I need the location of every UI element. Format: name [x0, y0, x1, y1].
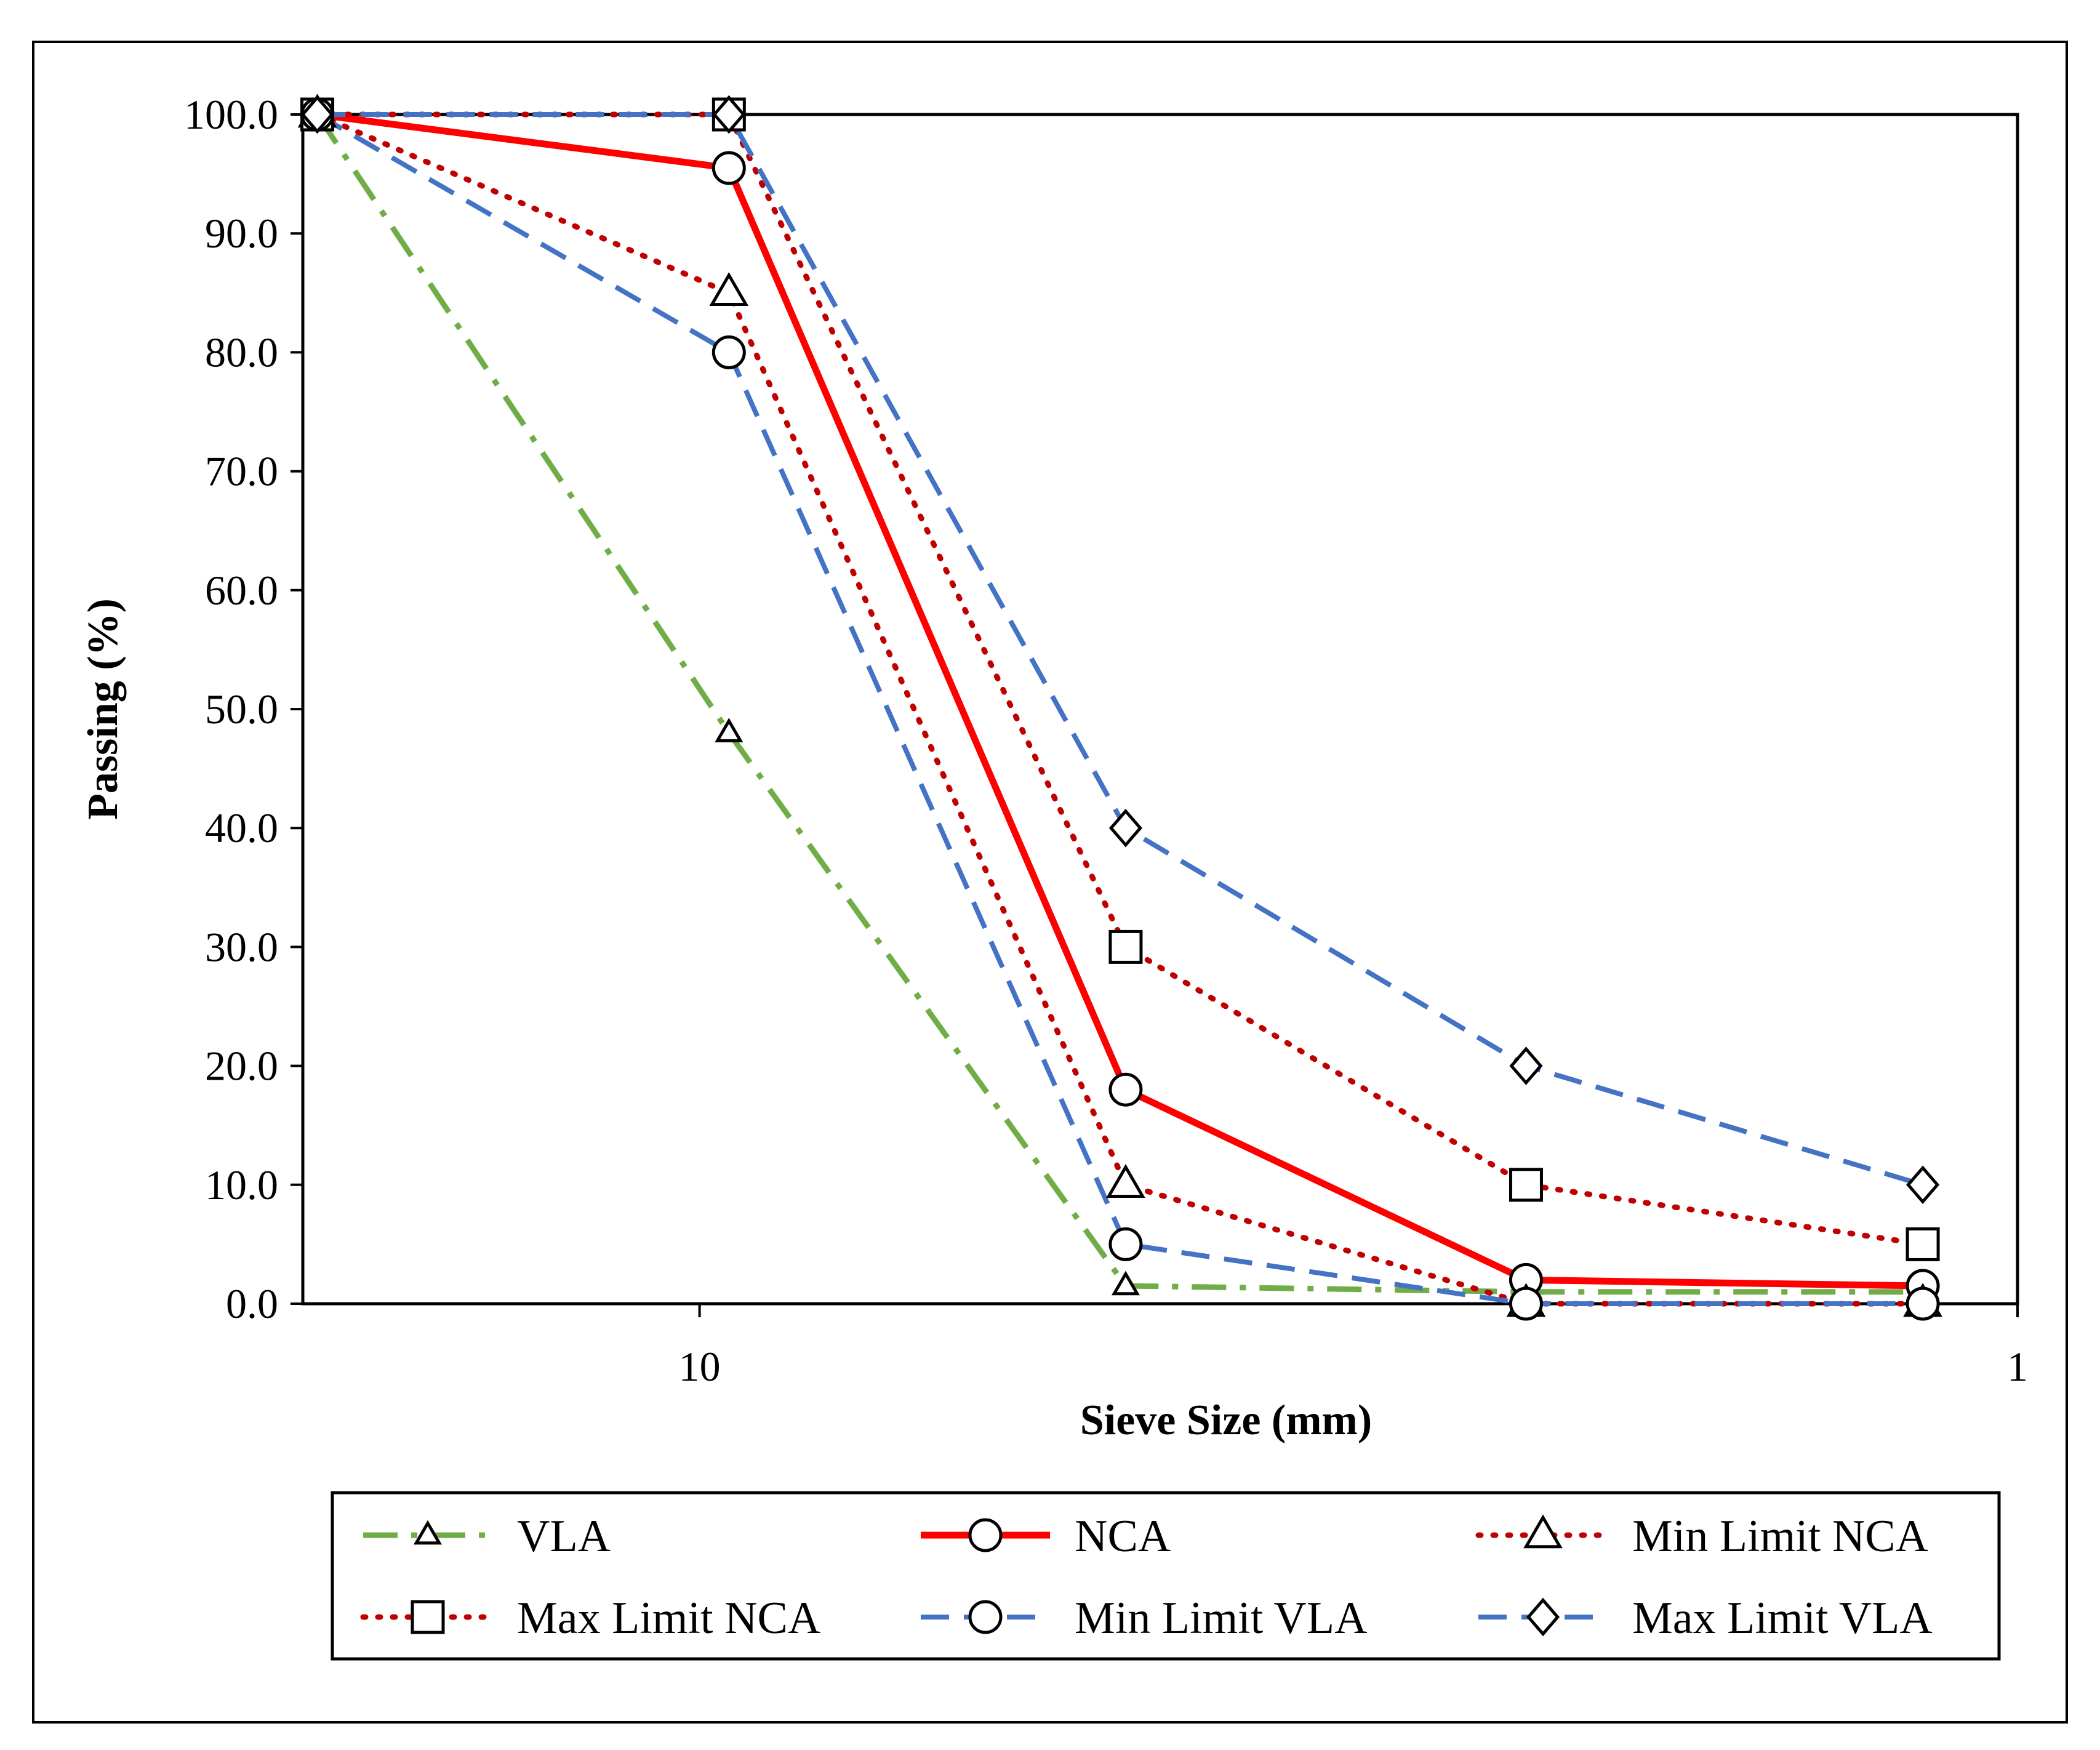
data-point-max-limit-vla: [300, 95, 334, 134]
data-point-max-limit-nca: [1108, 929, 1143, 964]
y-axis-title: Passing (%): [79, 598, 127, 820]
data-point-min-limit-nca: [709, 272, 749, 307]
x-axis-title: Sieve Size (mm): [1080, 1397, 1372, 1444]
data-point-max-limit-nca: [1906, 1227, 1940, 1261]
data-point-min-limit-vla: [1906, 1286, 1940, 1321]
data-point-max-limit-vla: [1108, 808, 1142, 848]
legend-label-max-limit-vla: Max Limit VLA: [1632, 1593, 1933, 1644]
y-tick-label: 80.0: [205, 329, 278, 375]
series-line-min-limit-nca: [315, 111, 1926, 1307]
y-tick-label: 100.0: [184, 91, 278, 138]
data-point-min-limit-vla: [711, 335, 746, 369]
y-tick-label: 10.0: [205, 1162, 278, 1208]
legend-label-nca: NCA: [1075, 1511, 1171, 1562]
data-point-vla: [1111, 1270, 1140, 1296]
legend-label-min-limit-vla: Min Limit VLA: [1075, 1593, 1368, 1644]
legend-label-min-limit-nca: Min Limit NCA: [1632, 1511, 1928, 1562]
series-line-min-limit-vla: [316, 112, 1923, 1306]
x-tick-label: 1: [2007, 1343, 2028, 1390]
legend-marker-vla: [413, 1520, 443, 1545]
data-point-max-limit-vla: [712, 95, 746, 134]
data-point-max-limit-vla: [1906, 1165, 1940, 1205]
data-point-nca: [1108, 1072, 1143, 1107]
series-line-vla: [315, 113, 1923, 1295]
data-point-min-limit-nca: [1106, 1164, 1145, 1198]
figure-frame: [32, 41, 2068, 1724]
legend-marker-max-limit-vla: [1526, 1597, 1560, 1637]
y-tick-label: 50.0: [205, 686, 278, 733]
plot-area: [301, 113, 2019, 1306]
data-point-vla: [715, 718, 743, 742]
data-point-max-limit-nca: [1509, 1168, 1543, 1202]
data-point-min-limit-vla: [1509, 1286, 1543, 1321]
y-tick-label: 30.0: [205, 923, 278, 970]
legend-label-vla: VLA: [517, 1511, 611, 1562]
legend: VLA NCA Min Limit NCA Max Limit NCA Min Limi…: [360, 1511, 1933, 1644]
data-point-min-limit-vla: [1108, 1227, 1143, 1261]
legend-box: [331, 1491, 2001, 1661]
legend-marker-min-limit-nca: [1523, 1514, 1563, 1549]
y-tick-label: 0.0: [226, 1280, 278, 1327]
y-tick-label: 60.0: [205, 567, 278, 614]
legend-label-max-limit-nca: Max Limit NCA: [517, 1593, 820, 1644]
legend-marker-nca: [968, 1518, 1003, 1552]
data-point-nca: [711, 151, 746, 185]
data-point-max-limit-vla: [1509, 1046, 1543, 1085]
x-tick-label: 10: [679, 1343, 721, 1390]
series-line-max-limit-vla: [317, 112, 1924, 1187]
legend-marker-min-limit-vla: [968, 1600, 1003, 1634]
y-tick-label: 70.0: [205, 448, 278, 495]
y-tick-label: 90.0: [205, 210, 278, 257]
y-tick-label: 20.0: [205, 1043, 278, 1090]
y-tick-label: 40.0: [205, 805, 278, 851]
legend-marker-max-limit-nca: [411, 1600, 445, 1634]
